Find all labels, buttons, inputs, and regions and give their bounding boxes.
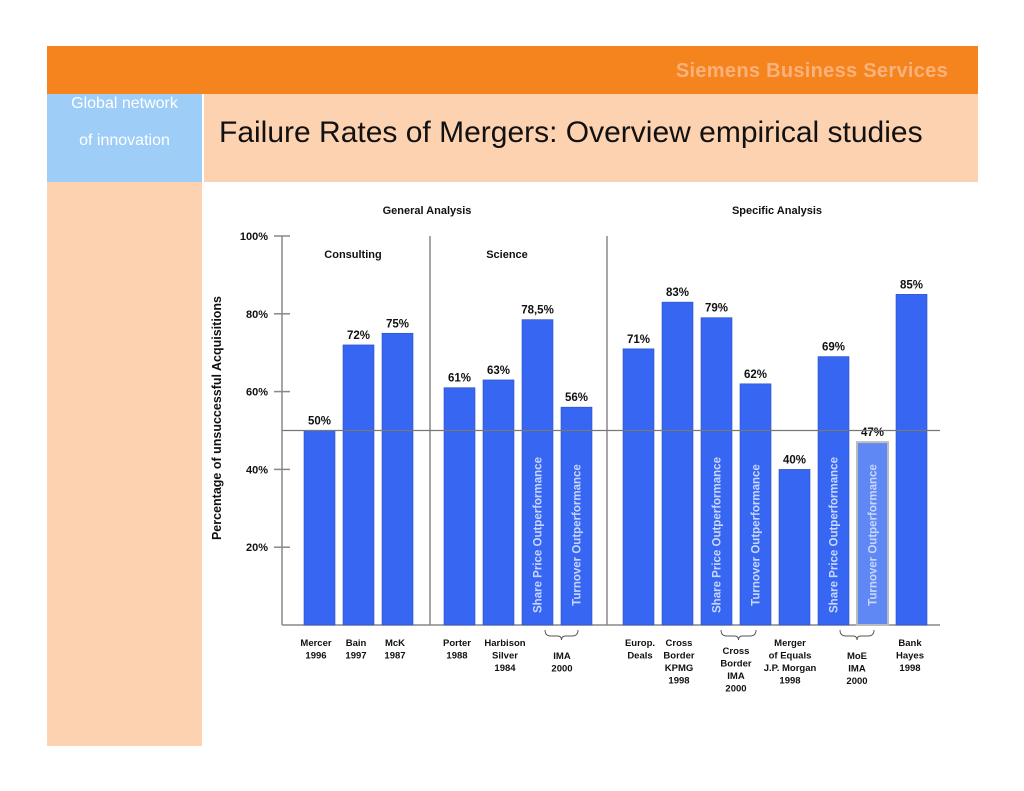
category-label: 1984	[494, 663, 516, 674]
page-title: Failure Rates of Mergers: Overview empir…	[219, 116, 923, 149]
category-label: of Equals	[769, 651, 812, 662]
bar	[482, 379, 515, 626]
group-header-general: General Analysis	[383, 205, 472, 217]
bar-value-label: 72%	[347, 330, 370, 342]
bar-value-label: 79%	[705, 303, 728, 315]
subgroup-header-consulting: Consulting	[324, 249, 381, 261]
category-label: 1996	[305, 651, 326, 662]
category-label: Border	[720, 659, 751, 670]
category-label: 2000	[846, 676, 867, 687]
bar	[661, 301, 694, 626]
y-tick-label: 20%	[246, 542, 268, 554]
category-label: Silver	[492, 651, 518, 662]
bar	[700, 317, 733, 626]
category-label: 1998	[779, 676, 800, 687]
bar-inner-label: Share Price Outperformance	[533, 457, 545, 613]
y-tick-label: 40%	[246, 464, 268, 476]
category-label: IMA	[553, 651, 571, 662]
category-brace	[839, 629, 875, 641]
bar-value-label: 47%	[861, 427, 884, 439]
bar-value-label: 63%	[487, 365, 510, 377]
bar	[739, 383, 772, 626]
bar	[817, 356, 850, 626]
bar-value-label: 83%	[666, 287, 689, 299]
category-label: Border	[663, 651, 694, 662]
y-tick-label: 100%	[240, 231, 268, 243]
bar-inner-label: Share Price Outperformance	[829, 457, 841, 613]
category-label: KPMG	[665, 663, 694, 674]
category-label: 1988	[446, 651, 467, 662]
bar-value-label: 69%	[822, 342, 845, 354]
tagline-line-1: Global network	[71, 95, 178, 112]
bar-value-label: 56%	[565, 392, 588, 404]
bar-value-label: 85%	[900, 279, 923, 291]
bar-value-label: 75%	[386, 318, 409, 330]
bar	[303, 430, 336, 626]
y-tick-label: 80%	[246, 309, 268, 321]
bar-value-label: 78,5%	[521, 305, 554, 317]
category-label: Merger	[774, 638, 806, 649]
category-label: 1997	[345, 651, 366, 662]
category-label: McK	[385, 638, 405, 649]
bar	[856, 441, 889, 627]
category-label: Europ.	[625, 638, 655, 649]
y-tick-label: 60%	[246, 387, 268, 399]
category-label: Harbison	[484, 638, 525, 649]
bar	[381, 332, 414, 626]
bar-inner-label: Turnover Outperformance	[572, 464, 584, 606]
bar	[895, 294, 928, 626]
category-brace	[720, 629, 757, 641]
category-label: Cross	[723, 646, 750, 657]
left-panel	[47, 182, 202, 746]
bar	[521, 319, 554, 626]
bar-value-label: 40%	[783, 454, 806, 466]
bar	[342, 344, 375, 626]
bar	[560, 406, 593, 626]
tagline-line-2: of innovation	[79, 132, 170, 149]
bar-inner-label: Turnover Outperformance	[868, 464, 880, 606]
y-axis-label: Percentage of unsuccessful Acquisitions	[210, 296, 224, 540]
category-label: J.P. Morgan	[764, 663, 817, 674]
brand-logo-text: Siemens Business Services	[675, 60, 948, 82]
category-label: Hayes	[896, 651, 924, 662]
category-label: Porter	[443, 638, 471, 649]
bar-inner-label: Turnover Outperformance	[751, 464, 763, 606]
category-label: Deals	[627, 651, 652, 662]
category-label: 2000	[551, 664, 572, 675]
category-label: Bain	[346, 638, 367, 649]
category-label: IMA	[848, 664, 866, 675]
category-label: Bank	[898, 638, 922, 649]
category-label: Cross	[666, 638, 693, 649]
panel-divider	[202, 94, 204, 746]
category-label: Mercer	[300, 638, 331, 649]
bar	[778, 469, 811, 626]
header-bar: Siemens Business Services	[47, 46, 978, 94]
bar	[622, 348, 655, 626]
category-label: MoE	[847, 651, 867, 662]
category-label: 1987	[384, 651, 405, 662]
category-label: 2000	[725, 684, 746, 695]
bar	[443, 387, 476, 626]
bar-value-label: 61%	[448, 373, 471, 385]
group-header-specific: Specific Analysis	[732, 205, 822, 217]
bar-inner-label: Share Price Outperformance	[712, 457, 724, 613]
tagline-box: Global network of innovation	[47, 94, 202, 182]
category-label: 1998	[899, 663, 920, 674]
subgroup-header-science: Science	[486, 249, 528, 261]
category-brace	[544, 629, 579, 641]
category-label: 1998	[668, 676, 689, 687]
bar-value-label: 50%	[308, 416, 331, 428]
bar-value-label: 62%	[744, 369, 767, 381]
bar-value-label: 71%	[627, 334, 650, 346]
category-label: IMA	[727, 671, 745, 682]
